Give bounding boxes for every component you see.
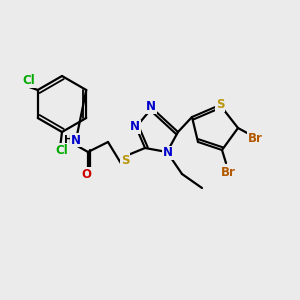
Text: N: N — [163, 146, 173, 160]
Text: N: N — [146, 100, 156, 113]
Text: Br: Br — [220, 167, 236, 179]
Text: S: S — [216, 98, 224, 112]
Text: O: O — [81, 167, 91, 181]
Text: Cl: Cl — [56, 143, 68, 157]
Text: H: H — [64, 135, 72, 145]
Text: Cl: Cl — [22, 74, 35, 88]
Text: N: N — [130, 121, 140, 134]
Text: S: S — [121, 154, 129, 166]
Text: N: N — [71, 134, 81, 146]
Text: Br: Br — [248, 131, 262, 145]
